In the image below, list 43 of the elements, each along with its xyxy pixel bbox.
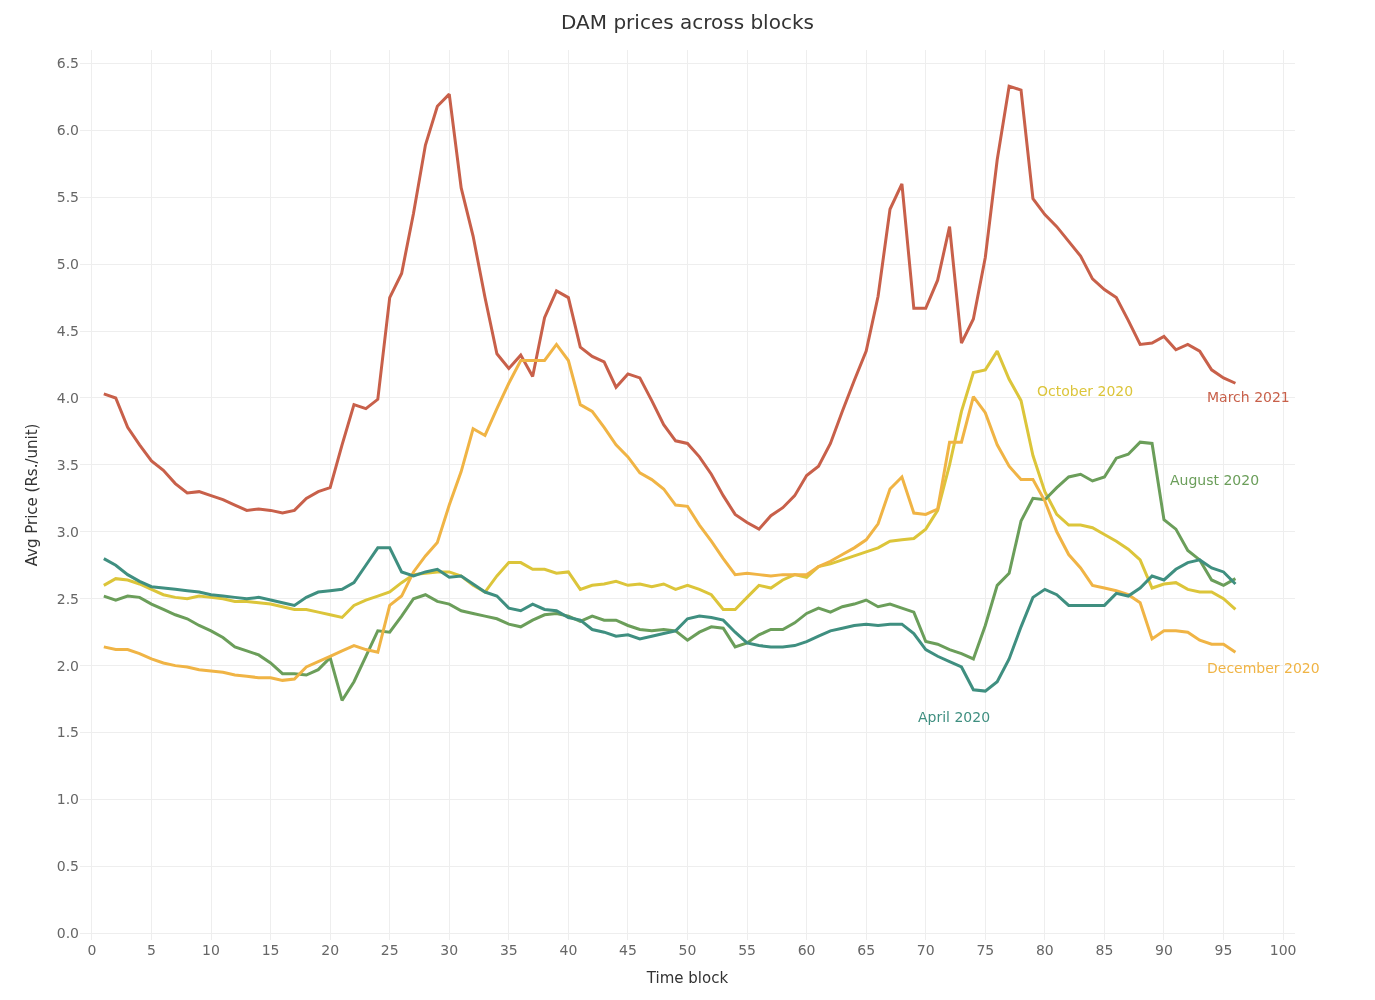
x-tick-label: 35 [499, 942, 518, 958]
x-tick-label: 65 [857, 942, 876, 958]
x-tick-label: 80 [1035, 942, 1054, 958]
y-tick-label: 3.0 [56, 523, 79, 540]
chart-title: DAM prices across blocks [561, 10, 814, 34]
x-tick-label: 95 [1214, 942, 1233, 958]
x-tick-label: 15 [261, 942, 280, 958]
series-label: August 2020 [1170, 472, 1260, 488]
x-tick-label: 10 [202, 942, 220, 958]
y-tick-label: 5.0 [56, 256, 79, 273]
x-tick-label: 70 [916, 942, 935, 958]
x-tick-label: 20 [321, 942, 340, 958]
x-tick-label: 100 [1269, 942, 1297, 958]
x-tick-label: 30 [440, 942, 459, 958]
x-tick-label: 90 [1155, 942, 1173, 958]
x-axis-title: Time block [645, 969, 729, 987]
x-tick-label: 50 [678, 942, 697, 958]
y-tick-label: 5.5 [56, 189, 79, 206]
y-tick-label: 6.5 [56, 55, 79, 72]
y-tick-label: 3.5 [56, 456, 79, 473]
x-tick-label: 0 [87, 942, 97, 958]
y-axis-title: Avg Price (Rs./unit) [22, 423, 41, 567]
x-tick-label: 40 [559, 942, 578, 958]
x-tick-label: 25 [380, 942, 399, 958]
x-tick-label: 85 [1095, 942, 1114, 958]
x-tick-label: 75 [976, 942, 995, 958]
y-tick-label: 1.5 [56, 724, 79, 741]
y-tick-label: 4.5 [56, 322, 79, 339]
x-tick-label: 60 [797, 942, 816, 958]
y-tick-label: 2.0 [56, 657, 79, 674]
x-tick-label: 45 [619, 942, 637, 958]
x-tick-label: 5 [147, 942, 156, 958]
series-label: March 2021 [1207, 389, 1290, 405]
series-label: October 2020 [1037, 383, 1134, 399]
y-tick-label: 0.0 [56, 925, 79, 942]
y-tick-label: 6.0 [56, 122, 79, 139]
y-tick-label: 0.5 [56, 858, 79, 875]
y-tick-label: 2.5 [56, 590, 79, 607]
series-label: December 2020 [1207, 660, 1320, 676]
series-label: April 2020 [918, 709, 991, 725]
y-tick-label: 4.0 [56, 389, 79, 406]
y-tick-label: 1.0 [56, 791, 79, 808]
x-tick-label: 55 [738, 942, 756, 958]
